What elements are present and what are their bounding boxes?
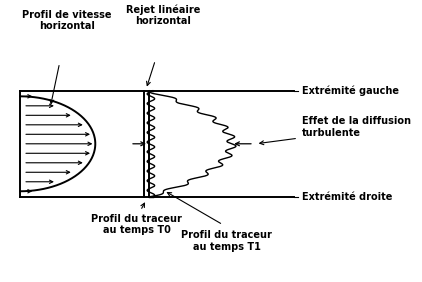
Text: Extrémité gauche: Extrémité gauche — [302, 85, 399, 96]
Text: Profil du traceur
au temps T1: Profil du traceur au temps T1 — [181, 230, 272, 252]
Text: Profil de vitesse
horizontal: Profil de vitesse horizontal — [22, 10, 112, 31]
Text: Effet de la diffusion
turbulente: Effet de la diffusion turbulente — [302, 116, 411, 138]
Text: Extrémité droite: Extrémité droite — [302, 192, 392, 202]
Text: Profil du traceur
au temps T0: Profil du traceur au temps T0 — [91, 213, 182, 235]
Text: Rejet linéaire
horizontal: Rejet linéaire horizontal — [126, 4, 200, 26]
